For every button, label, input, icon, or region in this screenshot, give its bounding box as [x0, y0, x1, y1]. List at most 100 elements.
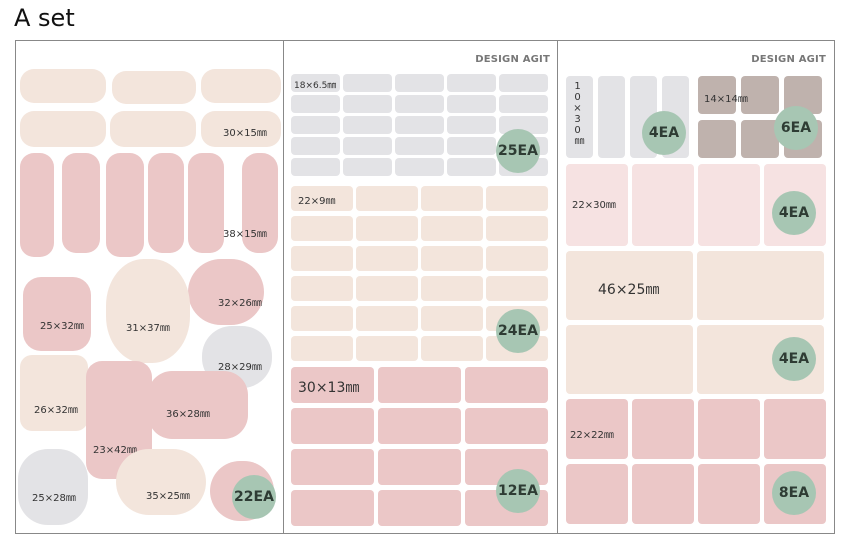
sticker	[291, 306, 353, 331]
sticker	[632, 399, 694, 459]
sticker	[465, 408, 548, 444]
sticker	[188, 153, 224, 253]
sticker	[566, 325, 693, 394]
count-badge: 25EA	[496, 129, 540, 173]
size-label: 26×32㎜	[34, 405, 78, 416]
sticker	[23, 277, 91, 351]
sticker	[343, 158, 392, 176]
sticker	[421, 306, 483, 331]
sticker	[356, 336, 418, 361]
sticker	[20, 111, 106, 147]
size-label: 36×28㎜	[166, 409, 210, 420]
sticker	[291, 408, 374, 444]
sticker	[421, 186, 483, 211]
sticker	[291, 95, 340, 113]
sticker	[343, 74, 392, 92]
sticker	[116, 449, 206, 515]
sticker-sheet-3: DESIGN AGIT 10×30㎜ 4EA 14×14㎜ 6EA 22×30㎜…	[557, 40, 835, 534]
sticker	[242, 153, 278, 253]
sticker	[698, 76, 736, 114]
sticker	[421, 216, 483, 241]
sticker	[698, 164, 760, 246]
sticker	[447, 116, 496, 134]
size-label: 30×15㎜	[223, 128, 267, 139]
sticker	[20, 153, 54, 257]
sticker	[486, 186, 548, 211]
sticker	[112, 71, 196, 104]
sticker	[291, 216, 353, 241]
size-label: 30×13㎜	[298, 380, 360, 396]
count-badge: 12EA	[496, 469, 540, 513]
sticker	[698, 464, 760, 524]
sticker	[188, 259, 264, 325]
sticker	[356, 306, 418, 331]
sticker	[291, 490, 374, 526]
size-label: 32×26㎜	[218, 298, 262, 309]
sticker	[764, 399, 826, 459]
size-label: 31×37㎜	[126, 323, 170, 334]
sticker	[486, 216, 548, 241]
sticker	[499, 74, 548, 92]
sticker	[598, 76, 625, 158]
page-title: A set	[14, 4, 75, 32]
sticker	[201, 111, 281, 147]
size-label: 25×32㎜	[40, 321, 84, 332]
sticker	[201, 69, 281, 103]
sticker	[566, 464, 628, 524]
sticker	[291, 158, 340, 176]
count-badge: 6EA	[774, 106, 818, 150]
sticker	[356, 246, 418, 271]
sticker	[343, 95, 392, 113]
count-badge: 8EA	[772, 471, 816, 515]
sticker-sheet-1: 30×15㎜ 38×15㎜ 32×26㎜ 25×32㎜ 31×37㎜ 28×29…	[15, 40, 285, 534]
count-badge: 4EA	[772, 337, 816, 381]
sticker	[698, 120, 736, 158]
sticker	[106, 259, 190, 363]
sticker	[291, 276, 353, 301]
brand-logo: DESIGN AGIT	[751, 54, 826, 65]
sticker	[343, 116, 392, 134]
size-label: 22×22㎜	[570, 430, 614, 441]
size-label: 14×14㎜	[704, 94, 748, 105]
size-label: 22×9㎜	[298, 196, 336, 207]
sticker	[356, 276, 418, 301]
count-badge: 4EA	[772, 191, 816, 235]
size-label: 28×29㎜	[218, 362, 262, 373]
sticker	[291, 246, 353, 271]
sticker	[110, 111, 196, 147]
sticker	[395, 137, 444, 155]
size-label-vertical: 10×30㎜	[572, 81, 583, 146]
sticker	[378, 490, 461, 526]
sticker	[499, 95, 548, 113]
sticker	[356, 216, 418, 241]
sticker	[421, 276, 483, 301]
sticker	[632, 164, 694, 246]
sticker	[697, 251, 824, 320]
sticker	[447, 137, 496, 155]
sticker	[566, 76, 593, 158]
sticker	[356, 186, 418, 211]
sticker	[465, 367, 548, 403]
sticker	[395, 95, 444, 113]
sticker	[566, 399, 628, 459]
sticker	[447, 95, 496, 113]
sticker	[447, 74, 496, 92]
size-label: 25×28㎜	[32, 493, 76, 504]
sticker-sheet-2: DESIGN AGIT 18×6.5㎜ 25EA 22×9㎜ 24EA 30×1…	[283, 40, 559, 534]
sticker	[291, 137, 340, 155]
sticker	[566, 251, 693, 320]
sticker	[106, 153, 144, 257]
sticker	[566, 164, 628, 246]
size-label: 35×25㎜	[146, 491, 190, 502]
sticker	[20, 69, 106, 103]
sticker	[741, 76, 779, 114]
sticker	[486, 246, 548, 271]
sticker	[291, 367, 374, 403]
sticker	[395, 158, 444, 176]
sticker	[62, 153, 100, 253]
sticker	[395, 116, 444, 134]
sticker	[698, 399, 760, 459]
sticker	[632, 464, 694, 524]
sticker	[421, 336, 483, 361]
count-badge: 4EA	[642, 111, 686, 155]
